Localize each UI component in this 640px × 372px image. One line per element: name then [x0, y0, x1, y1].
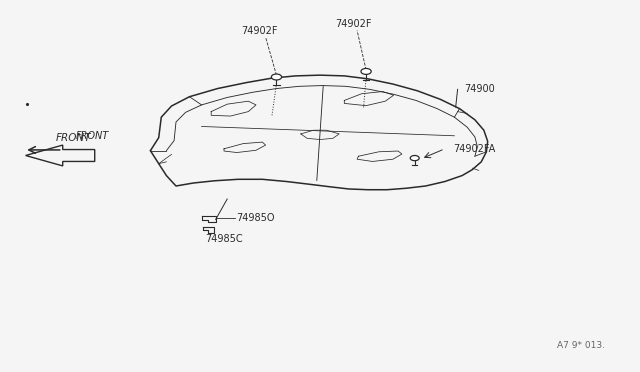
Circle shape: [410, 155, 419, 161]
Text: 74900: 74900: [464, 84, 495, 93]
Circle shape: [271, 74, 282, 80]
Text: 74902F: 74902F: [241, 26, 278, 36]
Text: FRONT: FRONT: [56, 133, 92, 143]
Text: 74902F: 74902F: [335, 19, 372, 29]
Text: FRONT: FRONT: [76, 131, 109, 141]
Text: 74985C: 74985C: [205, 234, 243, 244]
Text: 74902FA: 74902FA: [453, 144, 495, 154]
Circle shape: [361, 68, 371, 74]
Text: 74985O: 74985O: [236, 214, 275, 223]
Text: A7 9* 013.: A7 9* 013.: [557, 341, 605, 350]
